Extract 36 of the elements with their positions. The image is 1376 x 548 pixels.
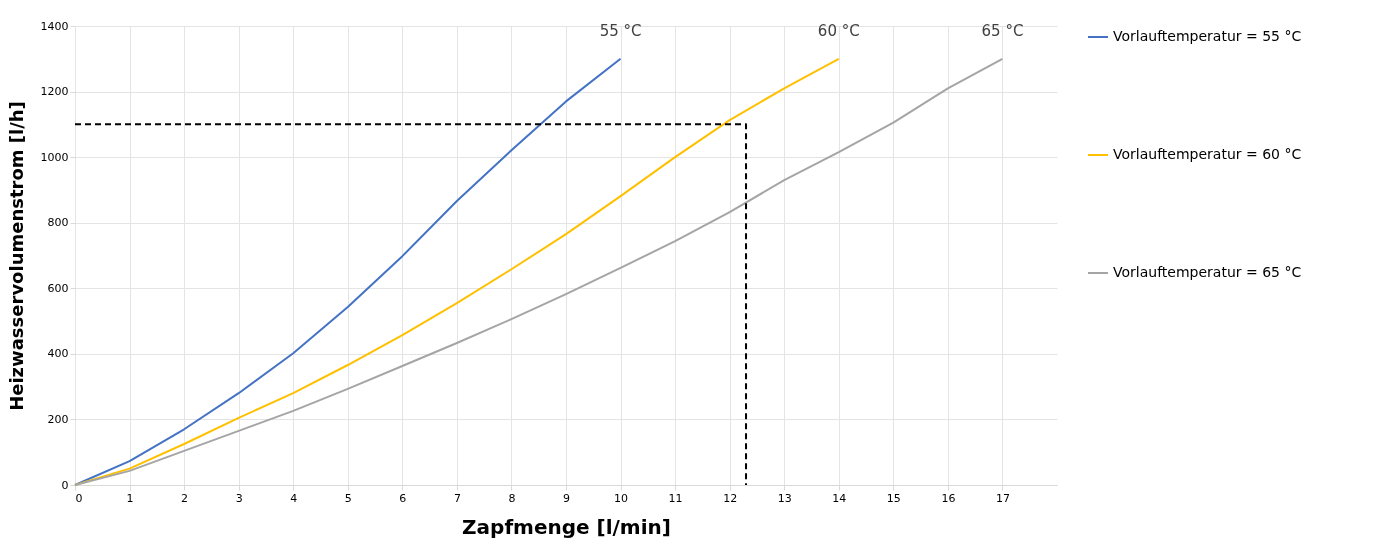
- x-tick-label: 6: [399, 491, 407, 505]
- x-tick-label: 4: [290, 491, 298, 505]
- x-tick-label: 17: [995, 491, 1010, 505]
- x-tick-label: 8: [508, 491, 516, 505]
- x-tick-label: 10: [614, 491, 629, 505]
- legend-label: Vorlauftemperatur = 60 °C: [1113, 146, 1302, 162]
- legend-label: Vorlauftemperatur = 55 °C: [1113, 28, 1302, 44]
- x-tick-label: 13: [777, 491, 792, 505]
- x-tick-label: 0: [75, 491, 83, 505]
- x-tick-label: 12: [723, 491, 738, 505]
- y-axis-title: Heizwasservolumenstrom [l/h]: [5, 101, 27, 411]
- y-tick-label: 600: [47, 281, 69, 295]
- y-tick-label: 1200: [40, 85, 69, 99]
- y-tick-label: 1400: [40, 19, 69, 33]
- x-tick-label: 16: [941, 491, 956, 505]
- line-series: [74, 57, 1004, 486]
- y-tick-label: 800: [47, 216, 69, 230]
- x-tick-label: 5: [344, 491, 352, 505]
- y-tick-label: 200: [47, 412, 69, 426]
- legend-label: Vorlauftemperatur = 65 °C: [1113, 264, 1302, 280]
- x-tick-label: 2: [181, 491, 189, 505]
- x-tick-label: 3: [235, 491, 243, 505]
- y-tick-label: 1000: [40, 150, 69, 164]
- x-tick-label: 11: [668, 491, 683, 505]
- y-tick-label: 0: [61, 478, 69, 492]
- x-tick-label: 9: [563, 491, 570, 505]
- x-tick-label: 14: [832, 491, 847, 505]
- line-series: [74, 57, 840, 486]
- annotation: 55 °C: [599, 21, 642, 40]
- x-tick-label: 7: [453, 491, 461, 505]
- x-tick-label: 15: [886, 491, 901, 505]
- annotation: 60 °C: [817, 21, 860, 40]
- y-tick-label: 400: [47, 347, 69, 361]
- x-axis-title: Zapfmenge [l/min]: [462, 514, 671, 539]
- x-tick-label: 1: [126, 491, 134, 505]
- annotation: 65 °C: [981, 21, 1024, 40]
